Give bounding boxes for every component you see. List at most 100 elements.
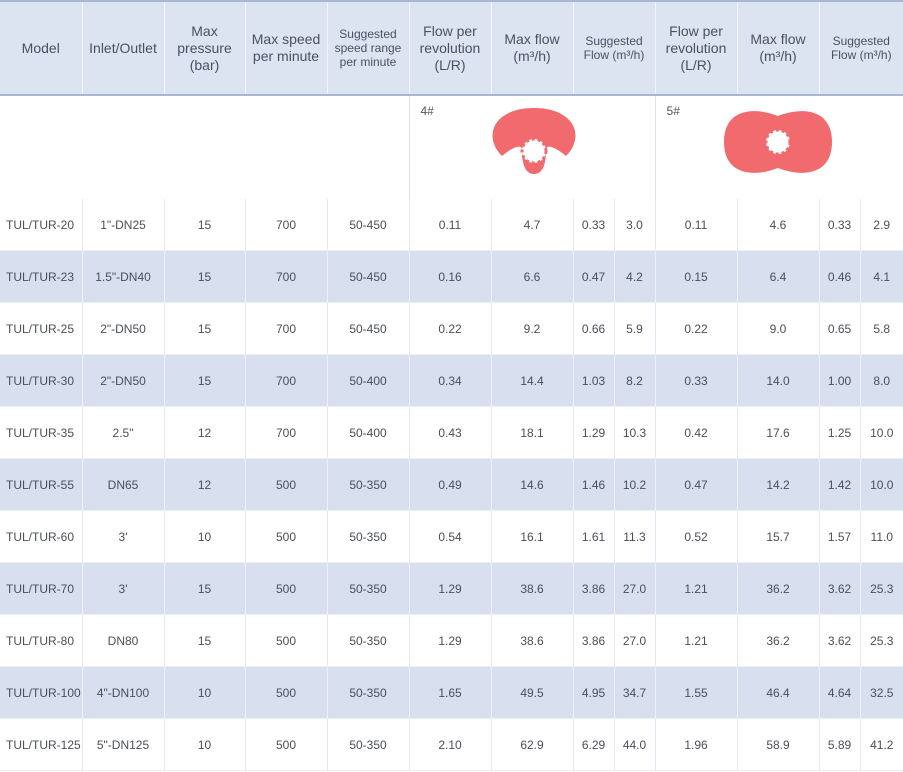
model-cell: TUL/TUR-23	[0, 250, 82, 303]
flow-per-rev-5-cell: 0.52	[654, 510, 738, 563]
flow-per-rev-4-cell: 0.54	[408, 510, 491, 563]
suggested-flow-5-low-cell: 0.46	[818, 250, 861, 303]
max-pressure-cell: 10	[163, 510, 245, 563]
suggested-flow-5-high-cell: 25.3	[859, 562, 903, 615]
model-cell: TUL/TUR-125	[0, 718, 82, 771]
max-flow-5-cell: 14.0	[736, 354, 820, 407]
suggested-flow-4-low-cell: 1.29	[572, 406, 614, 459]
header-max-flow-5: Max flow (m³/h)	[736, 0, 820, 96]
flow-per-rev-5-cell: 0.22	[654, 302, 738, 355]
flow-per-rev-4-cell: 0.16	[408, 250, 491, 303]
flow-per-rev-4-cell: 1.29	[408, 562, 491, 615]
flow-per-rev-5-cell: 0.33	[654, 354, 738, 407]
suggested-flow-5-high-cell: 10.0	[859, 406, 903, 459]
max-pressure-cell: 15	[163, 614, 245, 667]
speed-range-cell: 50-350	[326, 666, 409, 719]
suggested-flow-5-low-cell: 3.62	[818, 562, 861, 615]
header-row: Model Inlet/Outlet Max pressure (bar) Max …	[0, 0, 903, 96]
table-row: TUL/TUR-125 5"-DN125 10 500 50-350 2.10 62.9 6.…	[0, 718, 903, 771]
flow-per-rev-4-cell: 0.49	[408, 458, 491, 511]
max-speed-cell: 500	[244, 718, 327, 771]
max-pressure-cell: 15	[163, 302, 245, 355]
suggested-flow-5-high-cell: 4.1	[859, 250, 903, 303]
flow-per-rev-5-cell: 0.15	[654, 250, 738, 303]
max-speed-cell: 500	[244, 562, 327, 615]
max-flow-4-cell: 49.5	[490, 666, 573, 719]
flow-per-rev-5-cell: 0.47	[654, 458, 738, 511]
suggested-flow-5-high-cell: 41.2	[859, 718, 903, 771]
inlet-outlet-cell: 4"-DN100	[81, 666, 164, 719]
suggested-flow-5-high-cell: 25.3	[859, 614, 903, 667]
suggested-flow-4-high-cell: 27.0	[613, 614, 656, 667]
suggested-flow-5-high-cell: 8.0	[859, 354, 903, 407]
max-flow-4-cell: 14.6	[490, 458, 573, 511]
model-cell: TUL/TUR-30	[0, 354, 82, 407]
rotor-image-row: 4# 5#	[0, 95, 903, 199]
header-max-pressure: Max pressure (bar)	[163, 0, 245, 96]
max-flow-5-cell: 17.6	[736, 406, 820, 459]
suggested-flow-5-low-cell: 1.42	[818, 458, 861, 511]
table-row: TUL/TUR-25 2"-DN50 15 700 50-450 0.22 9.2 0.66 5…	[0, 302, 903, 355]
suggested-flow-4-low-cell: 0.66	[572, 302, 614, 355]
suggested-flow-5-high-cell: 2.9	[859, 199, 903, 251]
flow-per-rev-4-cell: 1.65	[408, 666, 491, 719]
max-flow-5-cell: 4.6	[736, 199, 820, 251]
max-speed-cell: 700	[244, 354, 327, 407]
rotor-4-hub	[521, 139, 546, 163]
max-pressure-cell: 12	[163, 458, 245, 511]
model-cell: TUL/TUR-100	[0, 666, 82, 719]
model-cell: TUL/TUR-20	[0, 199, 82, 251]
suggested-flow-4-low-cell: 1.03	[572, 354, 614, 407]
suggested-flow-5-high-cell: 5.8	[859, 302, 903, 355]
max-pressure-cell: 15	[163, 562, 245, 615]
table-row: TUL/TUR-70 3' 15 500 50-350 1.29 38.6 3.86 27.0 1…	[0, 562, 903, 615]
header-max-flow-4: Max flow (m³/h)	[490, 0, 573, 96]
inlet-outlet-cell: DN80	[81, 614, 164, 667]
speed-range-cell: 50-350	[326, 510, 409, 563]
suggested-flow-5-high-cell: 10.0	[859, 458, 903, 511]
rotor-5-label: 5#	[666, 104, 680, 118]
flow-per-rev-5-cell: 0.11	[654, 199, 738, 251]
header-suggested-flow-4: Suggested Flow (m³/h)	[572, 0, 656, 96]
max-pressure-cell: 12	[163, 406, 245, 459]
inlet-outlet-cell: 2"-DN50	[81, 302, 164, 355]
speed-range-cell: 50-400	[326, 406, 409, 459]
max-pressure-cell: 15	[163, 199, 245, 251]
inlet-outlet-cell: 3'	[81, 562, 164, 615]
model-cell: TUL/TUR-60	[0, 510, 82, 563]
table-row: TUL/TUR-60 3' 10 500 50-350 0.54 16.1 1.61 11.3 0…	[0, 510, 903, 563]
max-speed-cell: 700	[244, 250, 327, 303]
inlet-outlet-cell: 1.5"-DN40	[81, 250, 164, 303]
header-inlet-outlet: Inlet/Outlet	[81, 0, 164, 96]
suggested-flow-4-high-cell: 10.2	[613, 458, 656, 511]
header-flow-per-rev-4: Flow per revolution (L/R)	[408, 0, 491, 96]
suggested-flow-5-low-cell: 3.62	[818, 614, 861, 667]
suggested-flow-4-high-cell: 44.0	[613, 718, 656, 771]
suggested-flow-4-high-cell: 4.2	[613, 250, 656, 303]
suggested-flow-4-low-cell: 1.46	[572, 458, 614, 511]
suggested-flow-5-low-cell: 1.00	[818, 354, 861, 407]
suggested-flow-5-high-cell: 11.0	[859, 510, 903, 563]
max-flow-4-cell: 6.6	[490, 250, 573, 303]
inlet-outlet-cell: 3'	[81, 510, 164, 563]
header-model: Model	[0, 0, 82, 96]
speed-range-cell: 50-350	[326, 718, 409, 771]
max-flow-4-cell: 38.6	[490, 614, 573, 667]
rotor-5-cell: 5#	[654, 95, 903, 199]
table-row: TUL/TUR-23 1.5"-DN40 15 700 50-450 0.16 6.6 0.4…	[0, 250, 903, 303]
suggested-flow-4-low-cell: 4.95	[572, 666, 614, 719]
model-cell: TUL/TUR-80	[0, 614, 82, 667]
suggested-flow-4-high-cell: 3.0	[613, 199, 656, 251]
flow-per-rev-4-cell: 0.34	[408, 354, 491, 407]
suggested-flow-4-low-cell: 0.47	[572, 250, 614, 303]
max-flow-5-cell: 58.9	[736, 718, 820, 771]
max-flow-4-cell: 14.4	[490, 354, 573, 407]
suggested-flow-5-low-cell: 4.64	[818, 666, 861, 719]
suggested-flow-4-low-cell: 6.29	[572, 718, 614, 771]
inlet-outlet-cell: DN65	[81, 458, 164, 511]
suggested-flow-4-low-cell: 0.33	[572, 199, 614, 251]
rotor-5-hub	[765, 130, 790, 154]
suggested-flow-5-low-cell: 0.33	[818, 199, 861, 251]
suggested-flow-4-high-cell: 27.0	[613, 562, 656, 615]
speed-range-cell: 50-450	[326, 250, 409, 303]
